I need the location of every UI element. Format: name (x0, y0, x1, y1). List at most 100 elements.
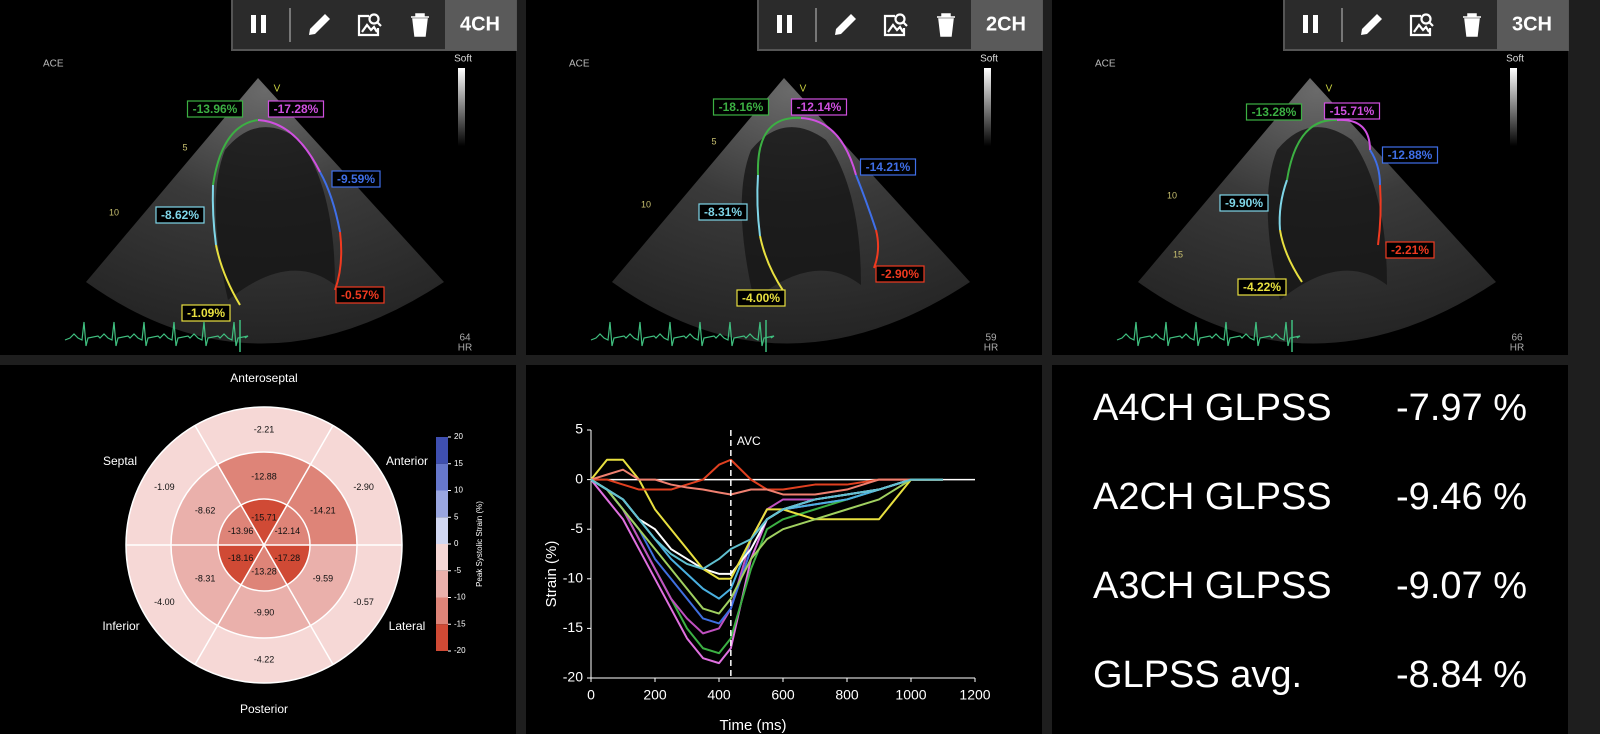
x-tick-label: 400 (707, 687, 731, 703)
strain-segment (1279, 229, 1303, 283)
toolbar: 2CH (757, 0, 1043, 51)
search-icon (368, 13, 380, 25)
image-search-button[interactable] (1409, 13, 1434, 37)
colorbar-bin (436, 437, 448, 464)
bullseye-segment (126, 425, 218, 545)
summary-name: A4CH GLPSS (1093, 387, 1332, 429)
segment-label-box (1245, 103, 1303, 121)
segment-label: -9.90% (1225, 196, 1263, 210)
segment-value: -14.21 (310, 505, 336, 515)
summary-value: -8.84 % (1396, 654, 1527, 696)
edit-button[interactable] (1361, 14, 1382, 35)
strain-segment (319, 171, 341, 233)
pause-bar (1303, 15, 1308, 33)
edit-button[interactable] (835, 14, 856, 35)
delete-button[interactable] (1463, 13, 1481, 37)
pause-bar (787, 15, 792, 33)
depth-mark: 5 (711, 136, 716, 146)
segment-value: -0.57 (353, 597, 374, 607)
x-tick-label: 1200 (959, 687, 990, 703)
ecg-trace (1116, 321, 1301, 347)
strain-segment (1286, 118, 1338, 181)
segment-label: -4.00% (742, 291, 780, 305)
strain-segment (800, 117, 857, 176)
gain-bar (458, 68, 465, 146)
image-search-button[interactable] (883, 13, 908, 37)
pause-bar (777, 15, 782, 33)
pause-button[interactable] (777, 15, 792, 33)
segment-label: -2.21% (1391, 243, 1429, 257)
panel (526, 365, 1042, 734)
segment-label: -1.09% (187, 306, 225, 320)
strain-curve (590, 478, 943, 615)
bullseye-segment (241, 545, 287, 592)
view-tag: 2CH (986, 13, 1026, 35)
edit-button[interactable] (309, 14, 330, 35)
colorbar-label: Peak Systolic Strain (%) (475, 501, 484, 587)
ventricle-cavity (1267, 127, 1387, 300)
search-icon (894, 13, 906, 25)
strain-curve (591, 458, 943, 491)
depth-mark: 10 (641, 199, 651, 209)
vendor-label: ACE (1095, 59, 1116, 70)
gain-label: Soft (1506, 54, 1524, 65)
colorbar-tick-label: 10 (454, 486, 463, 495)
colorbar-bin (436, 490, 448, 518)
delete-button[interactable] (937, 13, 955, 37)
gain-bar (1510, 68, 1517, 146)
pause-bar (251, 15, 256, 33)
segment-value: -13.28 (251, 566, 277, 576)
ecg-trace (64, 321, 249, 347)
direction-label: Inferior (102, 619, 139, 633)
pause-button[interactable] (251, 15, 266, 33)
bullseye-segment (126, 545, 218, 665)
colorbar-tick-label: 20 (454, 432, 463, 441)
direction-label: Anteroseptal (230, 371, 297, 385)
depth-mark: 10 (1167, 190, 1177, 200)
strain-segment (1278, 179, 1288, 231)
bullseye-segment (217, 452, 311, 506)
strain-curve (590, 458, 943, 580)
toolbar: 4CH (231, 0, 517, 51)
colorbar-tick-label: 5 (454, 512, 459, 521)
colorbar-bin (436, 517, 448, 544)
segment-value: -13.96 (228, 526, 254, 536)
view-tag-bg (971, 0, 1042, 50)
segment-label: -2.90% (881, 267, 919, 281)
segment-label-box (1237, 278, 1287, 296)
colorbar-bin (436, 597, 448, 625)
segment-label-box (790, 98, 848, 116)
sector-border (194, 425, 334, 665)
segment-label-box (186, 100, 244, 118)
segment-label-box (1385, 241, 1435, 259)
direction-label: Lateral (389, 619, 426, 633)
x-tick-label: 200 (643, 687, 667, 703)
vendor-label: ACE (569, 59, 590, 70)
image-icon (883, 14, 906, 37)
segment-label-box (875, 265, 925, 283)
colorbar-tick-label: -10 (454, 593, 466, 602)
colorbar-tick-label: -15 (454, 619, 466, 628)
summary-name: GLPSS avg. (1093, 654, 1302, 696)
hr-value: 59 (985, 333, 997, 344)
segment-value: -9.59 (313, 573, 334, 583)
bullseye-segment (310, 545, 402, 665)
direction-label: Anterior (386, 454, 428, 468)
view-tag: 4CH (460, 13, 500, 35)
bullseye-segment (217, 584, 311, 638)
apex-marker: V (274, 84, 281, 95)
segment-value: -4.00 (154, 597, 175, 607)
image-icon (1409, 14, 1432, 37)
pause-button[interactable] (1303, 15, 1318, 33)
segment-label-box (331, 170, 381, 188)
delete-button[interactable] (411, 13, 429, 37)
ventricle-cavity (215, 127, 335, 300)
segment-label-box (698, 203, 748, 221)
image-search-button[interactable] (357, 13, 382, 37)
image-icon (357, 14, 380, 37)
bullseye-segment (195, 407, 333, 465)
ecg-trace (590, 321, 775, 347)
